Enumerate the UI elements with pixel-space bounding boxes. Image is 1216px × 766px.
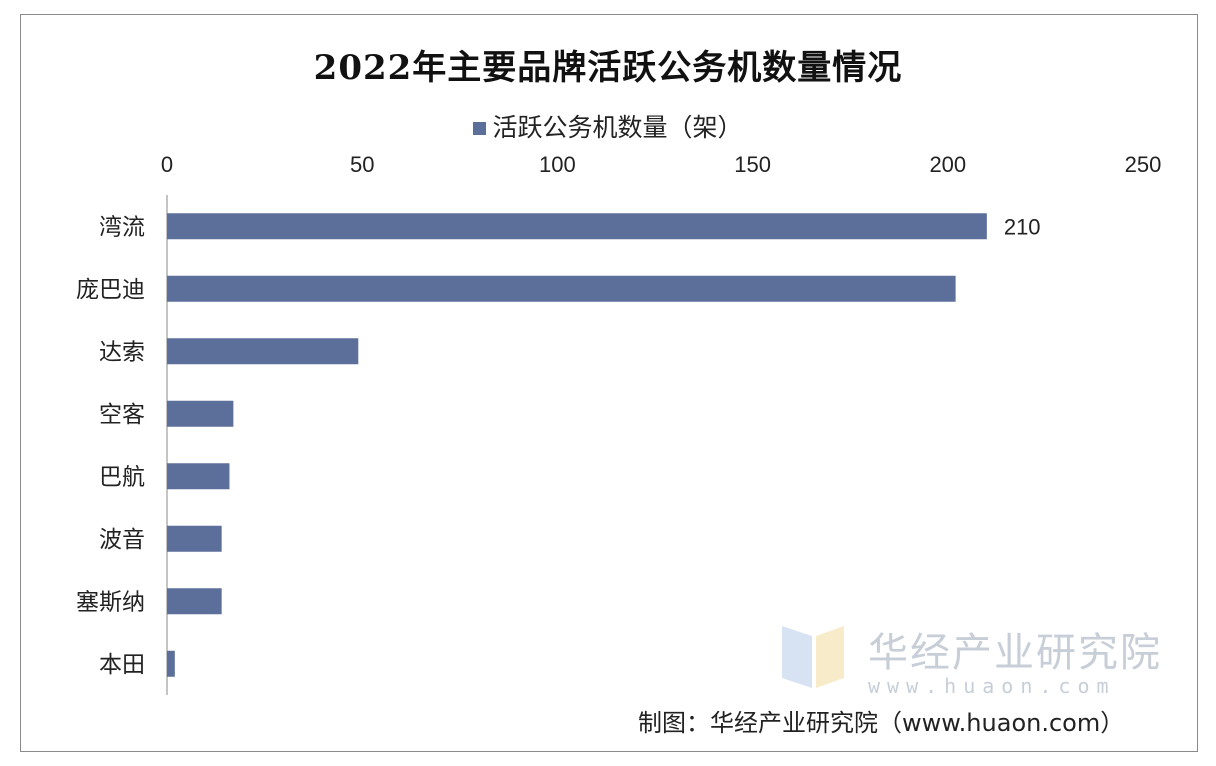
x-tick-label: 200: [929, 152, 966, 177]
legend-swatch: [473, 122, 487, 135]
chart-legend: 活跃公务机数量（架）: [0, 108, 1216, 144]
data-labels: 210: [1004, 214, 1041, 239]
category-label: 达索: [99, 339, 145, 365]
x-tick-label: 150: [734, 152, 771, 177]
legend-label: 活跃公务机数量（架）: [492, 113, 743, 142]
chart-frame: [20, 14, 1198, 752]
category-label: 波音: [99, 527, 145, 553]
category-label: 空客: [99, 402, 145, 428]
bar: [167, 525, 222, 552]
x-tick-label: 250: [1125, 152, 1162, 177]
x-tick-label: 50: [350, 152, 374, 177]
category-label: 塞斯纳: [76, 589, 145, 615]
bar: [167, 275, 956, 302]
bar: [167, 463, 230, 490]
bar: [167, 338, 359, 365]
x-axis-ticks: 0 50 100 150 200 250: [161, 152, 1161, 177]
x-tick-label: 100: [539, 152, 576, 177]
bar: [167, 213, 987, 240]
category-label: 湾流: [99, 214, 145, 240]
watermark-logo: [782, 622, 848, 692]
source-note: 制图：华经产业研究院（www.huaon.com）: [638, 709, 1125, 737]
bar: [167, 588, 222, 615]
data-label: 210: [1004, 214, 1041, 239]
category-label: 本田: [99, 652, 145, 678]
category-label: 巴航: [99, 464, 145, 490]
x-tick-label: 0: [161, 152, 173, 177]
chart-title: 2022年主要品牌活跃公务机数量情况: [313, 48, 903, 88]
watermark-name: 华经产业研究院: [868, 630, 1162, 676]
bars: [167, 213, 987, 677]
bar: [167, 650, 175, 677]
bar: [167, 400, 234, 427]
category-label: 庞巴迪: [76, 277, 145, 303]
watermark-url: www.huaon.com: [868, 674, 1116, 698]
